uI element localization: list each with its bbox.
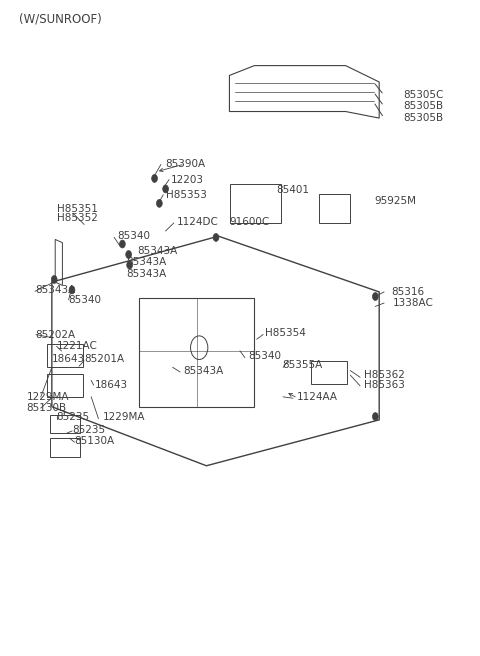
Text: 85355A: 85355A <box>282 360 323 371</box>
Text: 91600C: 91600C <box>229 216 270 227</box>
Bar <box>319 194 350 223</box>
Bar <box>139 298 254 407</box>
Text: 85130B: 85130B <box>26 403 67 413</box>
Text: (W/SUNROOF): (W/SUNROOF) <box>19 13 102 26</box>
Text: 85343A: 85343A <box>183 365 224 376</box>
Text: 18643: 18643 <box>52 354 85 365</box>
Circle shape <box>126 251 132 258</box>
Circle shape <box>156 199 162 207</box>
Text: 85316: 85316 <box>391 287 424 297</box>
Text: H85354: H85354 <box>265 327 306 338</box>
Text: 85130A: 85130A <box>74 436 115 446</box>
Text: 1124AA: 1124AA <box>297 392 337 402</box>
Text: 85305C: 85305C <box>403 90 444 100</box>
Text: 85343A: 85343A <box>35 285 75 295</box>
Bar <box>230 184 281 223</box>
Text: H85362: H85362 <box>364 370 405 380</box>
Circle shape <box>69 286 75 294</box>
Circle shape <box>51 276 57 283</box>
Circle shape <box>152 174 157 182</box>
Text: 1124DC: 1124DC <box>177 216 218 227</box>
Bar <box>50 438 80 457</box>
Circle shape <box>372 293 378 300</box>
Text: 85305B: 85305B <box>403 113 444 123</box>
Circle shape <box>127 261 132 269</box>
Circle shape <box>163 185 168 193</box>
Bar <box>47 344 83 367</box>
Text: 85340: 85340 <box>69 295 102 305</box>
Text: 85340: 85340 <box>118 231 151 241</box>
Text: 85343A: 85343A <box>126 257 166 268</box>
Text: 85401: 85401 <box>276 185 309 195</box>
Text: 12203: 12203 <box>170 174 204 185</box>
Text: H85363: H85363 <box>364 380 405 390</box>
Text: 85343A: 85343A <box>137 245 177 256</box>
Circle shape <box>213 234 219 241</box>
Text: 1221AC: 1221AC <box>57 341 97 352</box>
Circle shape <box>372 413 378 420</box>
Text: H85351: H85351 <box>57 203 97 214</box>
Text: 85343A: 85343A <box>126 268 166 279</box>
Text: 85235: 85235 <box>57 411 90 422</box>
Text: H85352: H85352 <box>57 213 97 224</box>
Bar <box>311 361 347 384</box>
Text: 18643: 18643 <box>95 380 128 390</box>
Text: 95925M: 95925M <box>374 196 417 207</box>
Text: H85353: H85353 <box>166 190 206 200</box>
Text: 1229MA: 1229MA <box>103 411 146 422</box>
Text: 1338AC: 1338AC <box>393 298 433 308</box>
Text: 85340: 85340 <box>249 350 282 361</box>
Text: 85235: 85235 <box>72 424 105 435</box>
Text: 85305B: 85305B <box>403 101 444 112</box>
Bar <box>50 415 80 433</box>
Text: 85202A: 85202A <box>35 329 75 340</box>
Text: 1229MA: 1229MA <box>26 392 69 402</box>
Text: 85201A: 85201A <box>84 354 124 365</box>
Text: 85390A: 85390A <box>166 159 206 169</box>
Bar <box>47 374 83 397</box>
Circle shape <box>120 240 125 248</box>
